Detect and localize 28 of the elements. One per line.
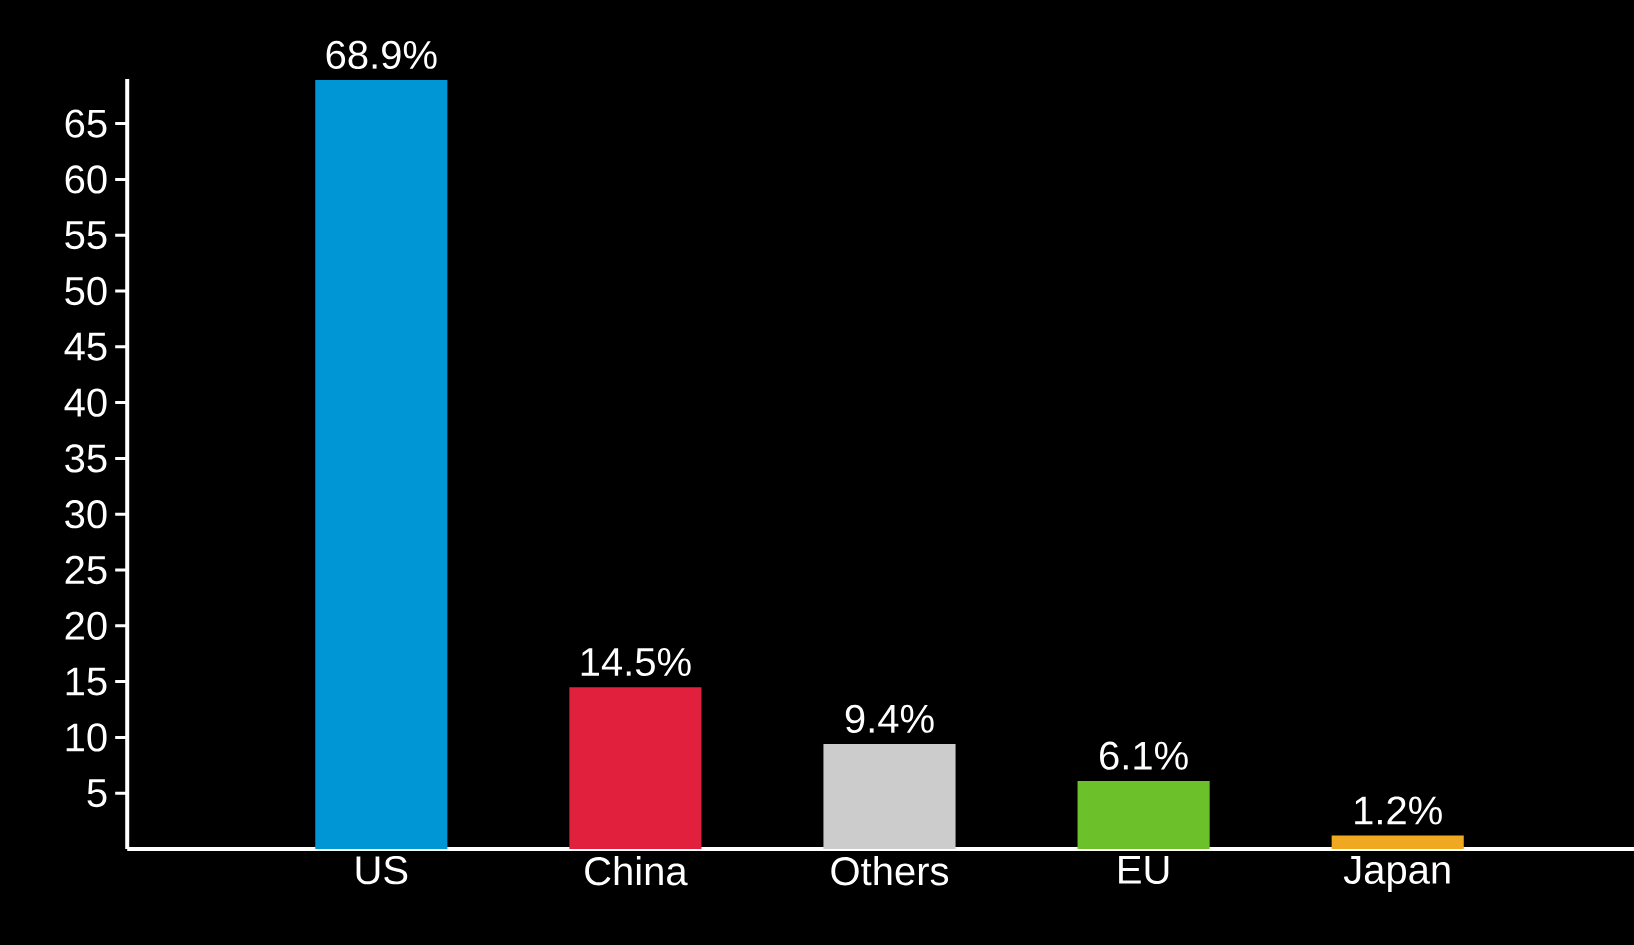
x-tick-label: Others <box>831 856 949 886</box>
data-label: 9.4% <box>845 704 934 733</box>
y-tick-label: 45 <box>64 332 107 361</box>
y-tick-label: 20 <box>65 611 107 640</box>
x-tick-label: EU <box>1119 856 1169 884</box>
data-label: 14.5% <box>581 647 691 677</box>
x-tick-label: US <box>356 856 408 885</box>
data-label: 68.9% <box>326 40 437 70</box>
x-tick-label: Japan <box>1343 856 1450 892</box>
bar <box>1331 835 1464 849</box>
bar <box>569 687 702 849</box>
data-label: 6.1% <box>1100 741 1188 770</box>
data-label: 1.2% <box>1355 796 1442 825</box>
x-tick-label: China <box>585 856 688 886</box>
y-tick-label: 40 <box>64 388 107 417</box>
y-tick-label: 35 <box>65 444 107 473</box>
bar <box>1077 780 1210 849</box>
y-tick-label: 60 <box>65 165 107 194</box>
bar <box>823 744 956 849</box>
y-tick-label: 65 <box>65 109 107 138</box>
y-tick-label: 25 <box>65 555 107 585</box>
y-tick-label: 30 <box>65 500 107 529</box>
y-tick-label: 15 <box>66 667 107 696</box>
bar <box>315 80 448 849</box>
y-tick-label: 55 <box>65 221 107 250</box>
y-tick-label: 10 <box>66 723 107 752</box>
y-tick-label: 50 <box>65 276 107 306</box>
y-tick-label: 5 <box>87 779 107 808</box>
